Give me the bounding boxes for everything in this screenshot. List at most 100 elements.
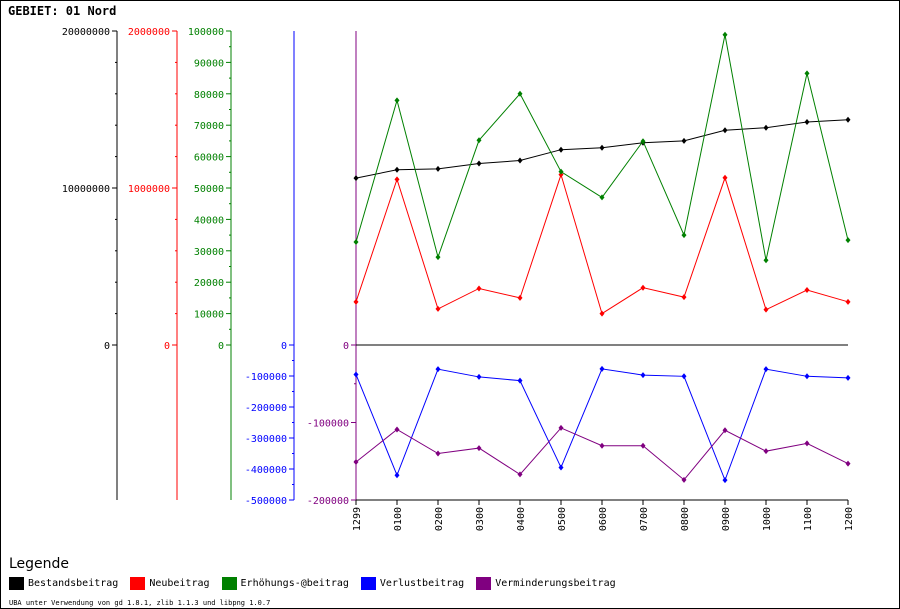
legend-item: Erhöhungs-@beitrag [221,576,349,590]
axis-tick-label-blue: -200000 [245,403,287,414]
data-point-4 [353,371,359,378]
data-point-5 [804,440,810,447]
data-point-5 [476,445,482,452]
axis-tick-label-red: 2000000 [128,27,170,38]
axis-tick-label-green: 40000 [194,215,224,226]
axis-tick-label-green: 60000 [194,153,224,164]
data-point-3 [394,97,400,104]
data-point-1 [804,119,810,126]
data-point-1 [517,157,523,164]
data-point-1 [599,144,605,151]
x-tick-label: 0600 [598,507,609,531]
data-point-5 [517,471,523,478]
legend-label: Erhöhungs-@beitrag [240,577,349,589]
axis-tick-label-black: 20000000 [62,27,110,38]
data-point-4 [763,366,769,373]
axis-tick-label-green: 0 [218,341,224,352]
legend-swatch [476,576,492,590]
data-point-2 [394,176,400,183]
x-tick-label: 0200 [434,507,445,531]
data-point-2 [845,298,851,305]
axis-tick-label-red: 1000000 [128,184,170,195]
x-tick-label: 0400 [516,507,527,531]
x-tick-label: 1000 [762,507,773,531]
chart-plot: 0100000002000000001000000200000001000020… [62,27,855,531]
data-point-3 [353,239,359,246]
legend-swatch [221,576,237,590]
axis-tick-label-black: 0 [104,341,110,352]
legend-swatch [130,576,146,590]
axis-tick-label-red: 0 [164,341,170,352]
data-point-3 [845,237,851,244]
axis-tick-label-blue: -100000 [245,372,287,383]
data-point-5 [394,426,400,433]
data-point-2 [435,305,441,312]
data-point-4 [599,365,605,372]
data-point-4 [804,373,810,380]
data-point-4 [640,372,646,379]
axis-tick-label-blue: 0 [281,341,287,352]
x-tick-label: 1100 [803,507,814,531]
axis-tick-label-green: 70000 [194,121,224,132]
data-point-3 [681,232,687,239]
data-point-1 [558,146,564,153]
data-point-3 [517,90,523,97]
data-point-2 [722,174,728,181]
data-point-2 [681,294,687,301]
data-point-2 [763,306,769,313]
x-tick-label: 0900 [721,507,732,531]
legend-label: Verlustbeitrag [379,577,465,589]
data-point-5 [763,448,769,455]
data-point-1 [353,175,359,182]
data-point-4 [681,373,687,380]
data-point-1 [476,160,482,167]
chart-title: GEBIET: 01 Nord [8,4,117,18]
data-point-2 [599,310,605,317]
axis-tick-label-green: 90000 [194,58,224,69]
data-point-1 [681,137,687,144]
x-tick-label: 0700 [639,507,650,531]
legend-item: Verminderungsbeitrag [476,576,616,590]
axis-tick-label-blue: -500000 [245,496,287,507]
data-point-3 [476,137,482,144]
data-point-3 [558,168,564,175]
axis-tick-label-green: 50000 [194,184,224,195]
legend-item: Bestandsbeitrag [9,576,119,590]
data-point-2 [476,285,482,292]
axis-tick-label-green: 20000 [194,278,224,289]
axis-tick-label-blue: -300000 [245,434,287,445]
series-line-5 [355,427,849,481]
legend-swatch [9,576,24,590]
data-point-2 [804,287,810,294]
data-point-4 [517,377,523,384]
data-point-5 [722,427,728,434]
data-point-5 [558,424,564,431]
axis-tick-label-black: 10000000 [62,184,110,195]
data-point-2 [640,284,646,291]
data-point-1 [722,127,728,134]
x-tick-label: 0100 [393,507,404,531]
x-tick-label: 0300 [475,507,486,531]
axis-tick-label-green: 30000 [194,247,224,258]
x-tick-label: 0800 [680,507,691,531]
legend-swatch [360,576,376,590]
data-point-3 [763,257,769,264]
data-point-3 [640,138,646,145]
legend-item: Verlustbeitrag [360,576,465,590]
data-point-1 [845,116,851,123]
data-point-2 [517,294,523,301]
data-point-5 [353,459,359,466]
legend: Bestandsbeitrag Neubeitrag Erhöhungs-@beit… [9,576,628,590]
data-point-1 [763,124,769,131]
x-tick-label: 1200 [844,507,855,531]
data-point-4 [476,373,482,380]
axis-tick-label-green: 80000 [194,90,224,101]
legend-label: Bestandsbeitrag [28,577,119,589]
legend-label: Neubeitrag [149,577,210,589]
data-point-3 [435,254,441,261]
data-point-1 [394,166,400,173]
legend-label: Verminderungsbeitrag [495,577,616,589]
data-point-4 [722,477,728,484]
series-line-4 [355,368,849,482]
data-point-4 [435,366,441,373]
